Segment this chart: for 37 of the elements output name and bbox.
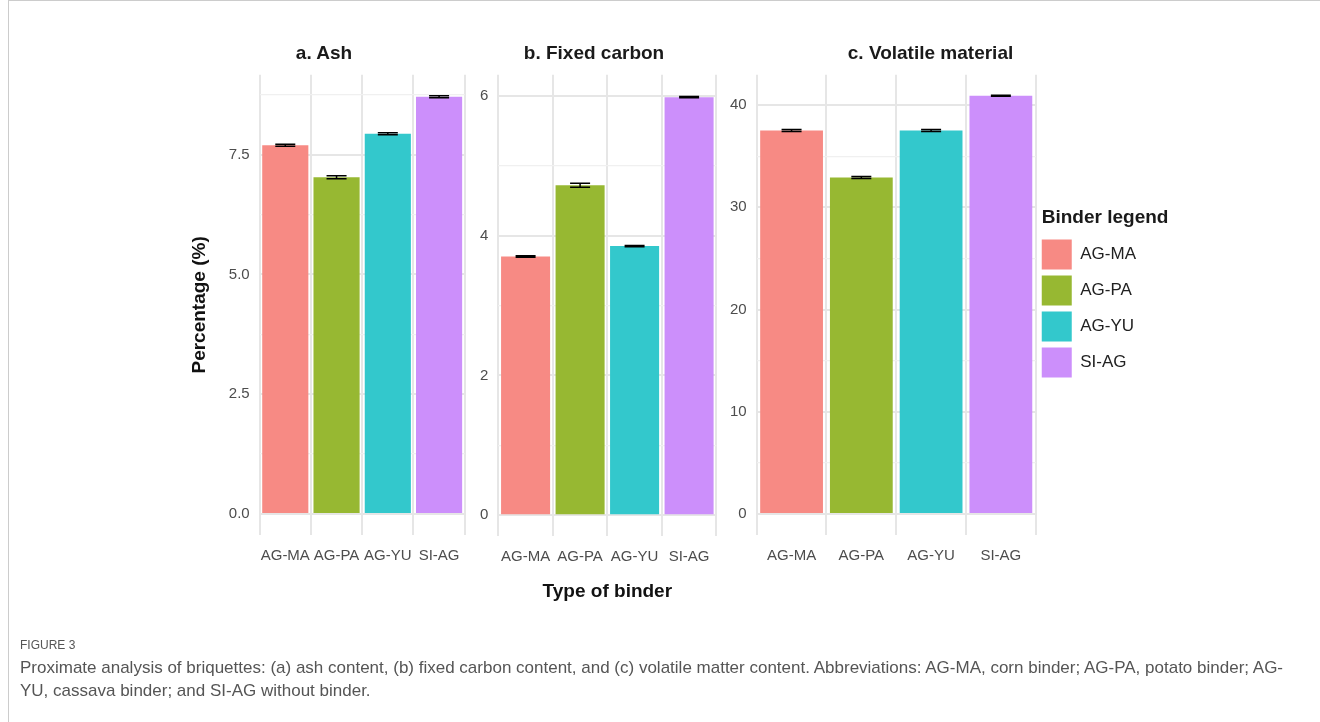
chart-title: b. Fixed carbon xyxy=(523,41,665,63)
y-tick-label: 40 xyxy=(730,95,747,113)
chart-title: c. Volatile material xyxy=(847,41,1014,63)
y-tick-label: 5.0 xyxy=(228,264,250,282)
y-tick-label: 7.5 xyxy=(228,144,250,162)
x-tick-label: SI-AG xyxy=(668,547,710,565)
x-tick-label: SI-AG xyxy=(418,546,460,564)
chart-title: a. Ash xyxy=(295,41,353,63)
legend-label: AG-MA xyxy=(1080,244,1137,264)
x-tick-label: AG-MA xyxy=(766,546,817,564)
y-axis-title: Percentage (%) xyxy=(187,236,209,374)
x-tick-label: AG-PA xyxy=(313,546,360,564)
x-tick-label: SI-AG xyxy=(980,546,1022,564)
y-tick-label: 2.5 xyxy=(228,384,250,402)
legend-label: SI-AG xyxy=(1080,352,1127,372)
y-tick-label: 6 xyxy=(480,85,489,103)
y-tick-label: 30 xyxy=(730,197,747,215)
y-tick-label: 0.0 xyxy=(228,504,250,522)
x-tick-label: AG-PA xyxy=(838,546,885,564)
x-tick-label: AG-YU xyxy=(610,547,659,565)
y-tick-label: 20 xyxy=(730,299,747,317)
x-axis-title: Type of binder xyxy=(542,579,673,601)
x-tick-label: AG-PA xyxy=(557,547,603,565)
x-tick-label: AG-YU xyxy=(907,546,955,564)
y-tick-label: 0 xyxy=(480,505,489,523)
caption: FIGURE 3 xyxy=(20,638,77,652)
x-tick-label: AG-MA xyxy=(501,547,551,565)
x-tick-label: AG-MA xyxy=(260,546,310,564)
x-tick-label: AG-YU xyxy=(364,546,412,564)
y-tick-label: 2 xyxy=(480,365,489,383)
y-tick-label: 0 xyxy=(738,504,747,522)
legend-label: AG-PA xyxy=(1080,280,1133,300)
y-tick-label: 10 xyxy=(730,401,747,419)
legend-label: AG-YU xyxy=(1080,316,1135,336)
y-tick-label: 4 xyxy=(480,225,489,243)
text: Proximate analysis of briquettes: (a) ash content, (b) fixed carbon content, and (c) volatile matter content. Abbreviations: AG-MA, corn binder; AG-PA, potato binder; AG-YU, cassava binder; and SI-AG without binder. xyxy=(20,657,1285,702)
legend-title: Binder legend xyxy=(1041,205,1169,228)
